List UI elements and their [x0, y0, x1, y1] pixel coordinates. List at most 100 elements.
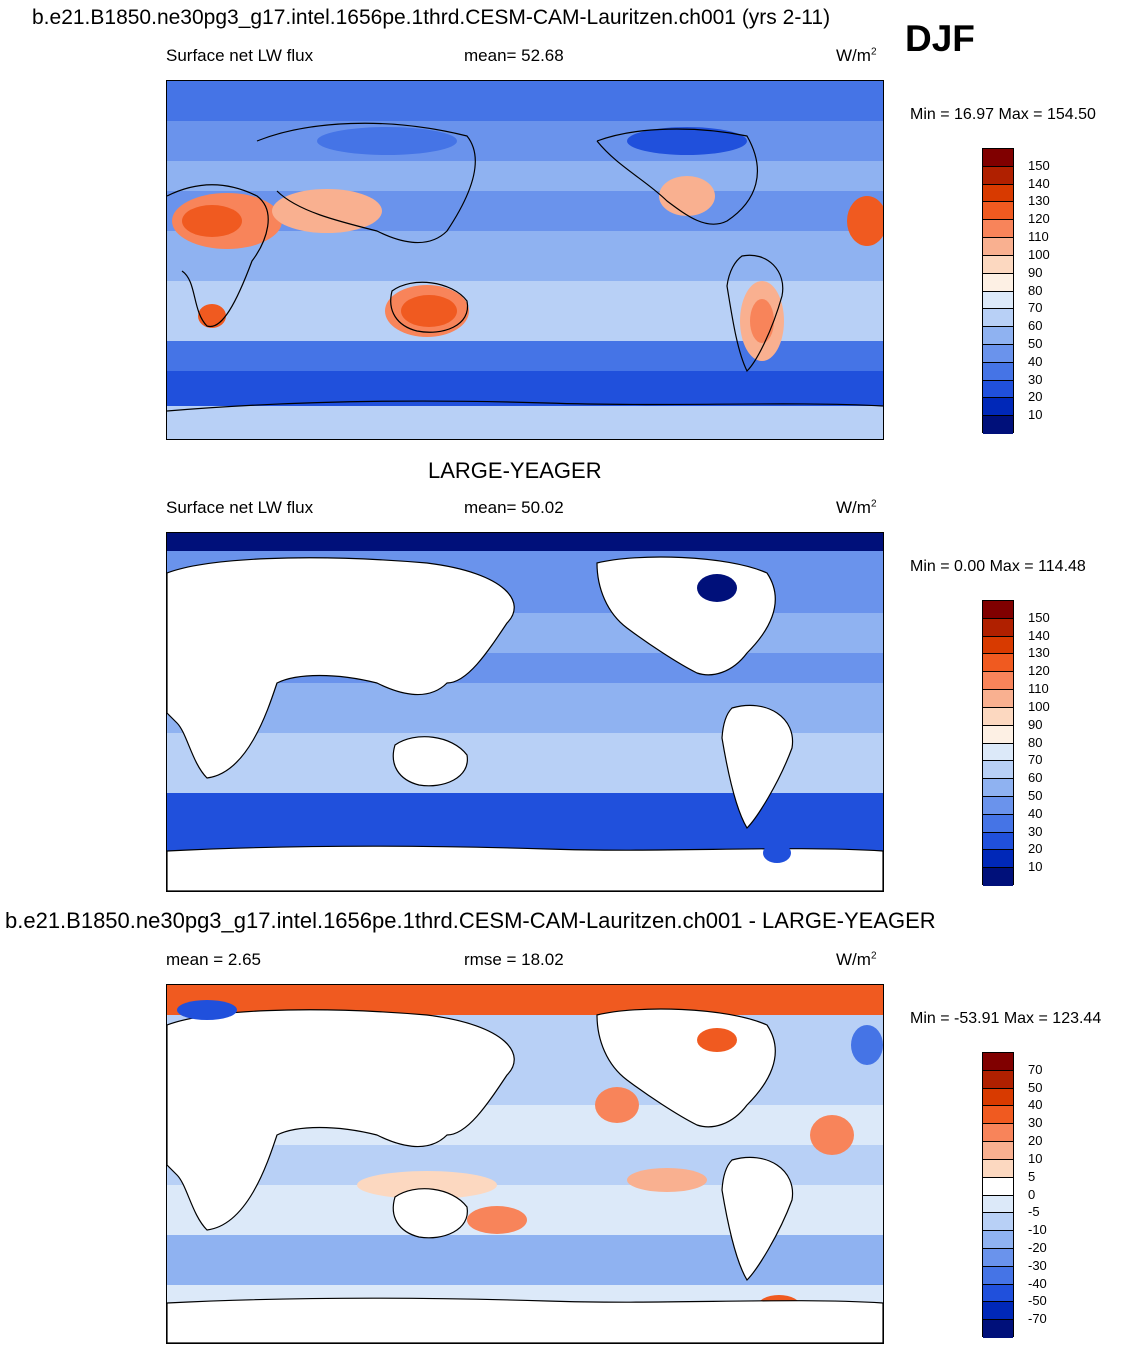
colorbar-tick-label: 30	[1028, 371, 1043, 387]
colorbar-swatch	[983, 1284, 1013, 1303]
panel-obs-units: W/m2	[836, 498, 877, 517]
colorbar-swatch	[983, 416, 1013, 434]
colorbar-swatch	[983, 618, 1013, 637]
colorbar-swatch	[983, 1088, 1013, 1107]
panel-obs-colorbar	[982, 600, 1014, 886]
colorbar-swatch	[983, 814, 1013, 833]
colorbar-tick-label: 110	[1028, 681, 1049, 697]
panel-diff-subtitle: b.e21.B1850.ne30pg3_g17.intel.1656pe.1th…	[5, 908, 936, 933]
colorbar-tick-label: 90	[1028, 716, 1043, 732]
colorbar-swatch	[983, 1106, 1013, 1125]
colorbar-swatch	[983, 1248, 1013, 1267]
panel-model-minmax: Min = 16.97 Max = 154.50	[910, 106, 1096, 123]
colorbar-tick-label: 20	[1028, 1133, 1043, 1149]
colorbar-tick-label: 130	[1028, 193, 1050, 209]
colorbar-swatch	[983, 220, 1013, 239]
panel-model-colorbar	[982, 148, 1014, 434]
colorbar-tick-label: 40	[1028, 805, 1043, 821]
colorbar-tick-label: 120	[1028, 211, 1050, 227]
colorbar-tick-label: 40	[1028, 1097, 1043, 1113]
panel-obs-minmax: Min = 0.00 Max = 114.48	[910, 558, 1086, 575]
colorbar-tick-label: 100	[1028, 246, 1050, 262]
colorbar-tick-label: -5	[1028, 1204, 1040, 1220]
colorbar-tick-label: 70	[1028, 300, 1043, 316]
colorbar-swatch	[983, 1195, 1013, 1214]
colorbar-swatch	[983, 184, 1013, 203]
colorbar-tick-label: 120	[1028, 663, 1050, 679]
colorbar-tick-label: 30	[1028, 1115, 1043, 1131]
colorbar-swatch	[983, 1213, 1013, 1232]
colorbar-tick-label: 20	[1028, 841, 1043, 857]
colorbar-swatch	[983, 344, 1013, 363]
panel-diff-colorbar-labels: 70 50 40 30 20 10 5 0 -5 -10 -20 -30 -40 -50 -70	[1028, 1052, 1088, 1337]
colorbar-tick-label: -40	[1028, 1275, 1047, 1291]
colorbar-swatch	[983, 1231, 1013, 1249]
panel-model-map	[166, 80, 884, 440]
colorbar-swatch	[983, 672, 1013, 691]
colorbar-tick-label: 0	[1028, 1186, 1036, 1202]
panel-model-variable-label: Surface net LW flux	[166, 46, 314, 65]
colorbar-tick-label: 70	[1028, 1061, 1043, 1077]
colorbar-tick-label: 50	[1028, 787, 1043, 803]
colorbar-tick-label: 70	[1028, 752, 1043, 768]
colorbar-tick-label: -10	[1028, 1222, 1047, 1238]
colorbar-swatch	[983, 1266, 1013, 1285]
season-label: DJF	[905, 18, 975, 59]
run-title: b.e21.B1850.ne30pg3_g17.intel.1656pe.1th…	[32, 6, 831, 29]
colorbar-tick-label: 10	[1028, 859, 1043, 875]
colorbar-swatch	[983, 1302, 1013, 1321]
panel-obs-subtitle: LARGE-YEAGER	[428, 458, 602, 483]
colorbar-tick-label: 130	[1028, 645, 1050, 661]
colorbar-tick-label: 140	[1028, 627, 1050, 643]
colorbar-swatch	[983, 850, 1013, 869]
colorbar-swatch	[983, 779, 1013, 797]
colorbar-tick-label: 90	[1028, 264, 1043, 280]
colorbar-tick-label: 50	[1028, 335, 1043, 351]
colorbar-swatch	[983, 309, 1013, 328]
colorbar-tick-label: 60	[1028, 318, 1043, 334]
panel-obs-colorbar-labels: 150 140 130 120 110 100 90 80 70 60 50 40 30 20 10	[1028, 600, 1088, 885]
colorbar-swatch	[983, 796, 1013, 815]
colorbar-tick-label: 110	[1028, 229, 1049, 245]
colorbar-swatch	[983, 166, 1013, 185]
panel-obs-variable-label: Surface net LW flux	[166, 498, 314, 517]
colorbar-tick-label: 140	[1028, 175, 1050, 191]
colorbar-swatch	[983, 725, 1013, 744]
panel-diff-rmse-label: rmse = 18.02	[464, 950, 564, 969]
colorbar-swatch	[983, 362, 1013, 381]
colorbar-swatch	[983, 690, 1013, 708]
panel-diff-mean-label: mean = 2.65	[166, 950, 261, 969]
colorbar-swatch	[983, 636, 1013, 655]
colorbar-tick-label: 150	[1028, 609, 1050, 625]
colorbar-swatch	[983, 743, 1013, 762]
panel-obs-map-plot	[167, 533, 883, 891]
colorbar-tick-label: -50	[1028, 1293, 1047, 1309]
colorbar-swatch	[983, 255, 1013, 274]
panel-diff-minmax: Min = -53.91 Max = 123.44	[910, 1010, 1102, 1027]
colorbar-tick-label: 80	[1028, 282, 1043, 298]
colorbar-tick-label: 20	[1028, 389, 1043, 405]
colorbar-tick-label: -70	[1028, 1311, 1047, 1327]
colorbar-swatch	[983, 1159, 1013, 1178]
colorbar-swatch	[983, 202, 1013, 221]
colorbar-swatch	[983, 1070, 1013, 1089]
colorbar-swatch	[983, 380, 1013, 399]
panel-model-map-plot	[167, 81, 883, 439]
colorbar-swatch	[983, 601, 1013, 619]
colorbar-tick-label: 10	[1028, 407, 1043, 423]
colorbar-tick-label: -30	[1028, 1257, 1047, 1273]
colorbar-swatch	[983, 1177, 1013, 1196]
colorbar-tick-label: 80	[1028, 734, 1043, 750]
colorbar-tick-label: 100	[1028, 698, 1050, 714]
colorbar-swatch	[983, 291, 1013, 310]
colorbar-swatch	[983, 707, 1013, 726]
panel-diff-map-plot	[167, 985, 883, 1343]
colorbar-tick-label: -20	[1028, 1239, 1047, 1255]
panel-model-colorbar-labels: 150 140 130 120 110 100 90 80 70 60 50 40 30 20 10	[1028, 148, 1088, 433]
colorbar-swatch	[983, 273, 1013, 292]
panel-diff-colorbar	[982, 1052, 1014, 1338]
colorbar-swatch	[983, 398, 1013, 417]
colorbar-tick-label: 50	[1028, 1079, 1043, 1095]
colorbar-swatch	[983, 654, 1013, 673]
panel-obs-mean-label: mean= 50.02	[464, 498, 564, 517]
